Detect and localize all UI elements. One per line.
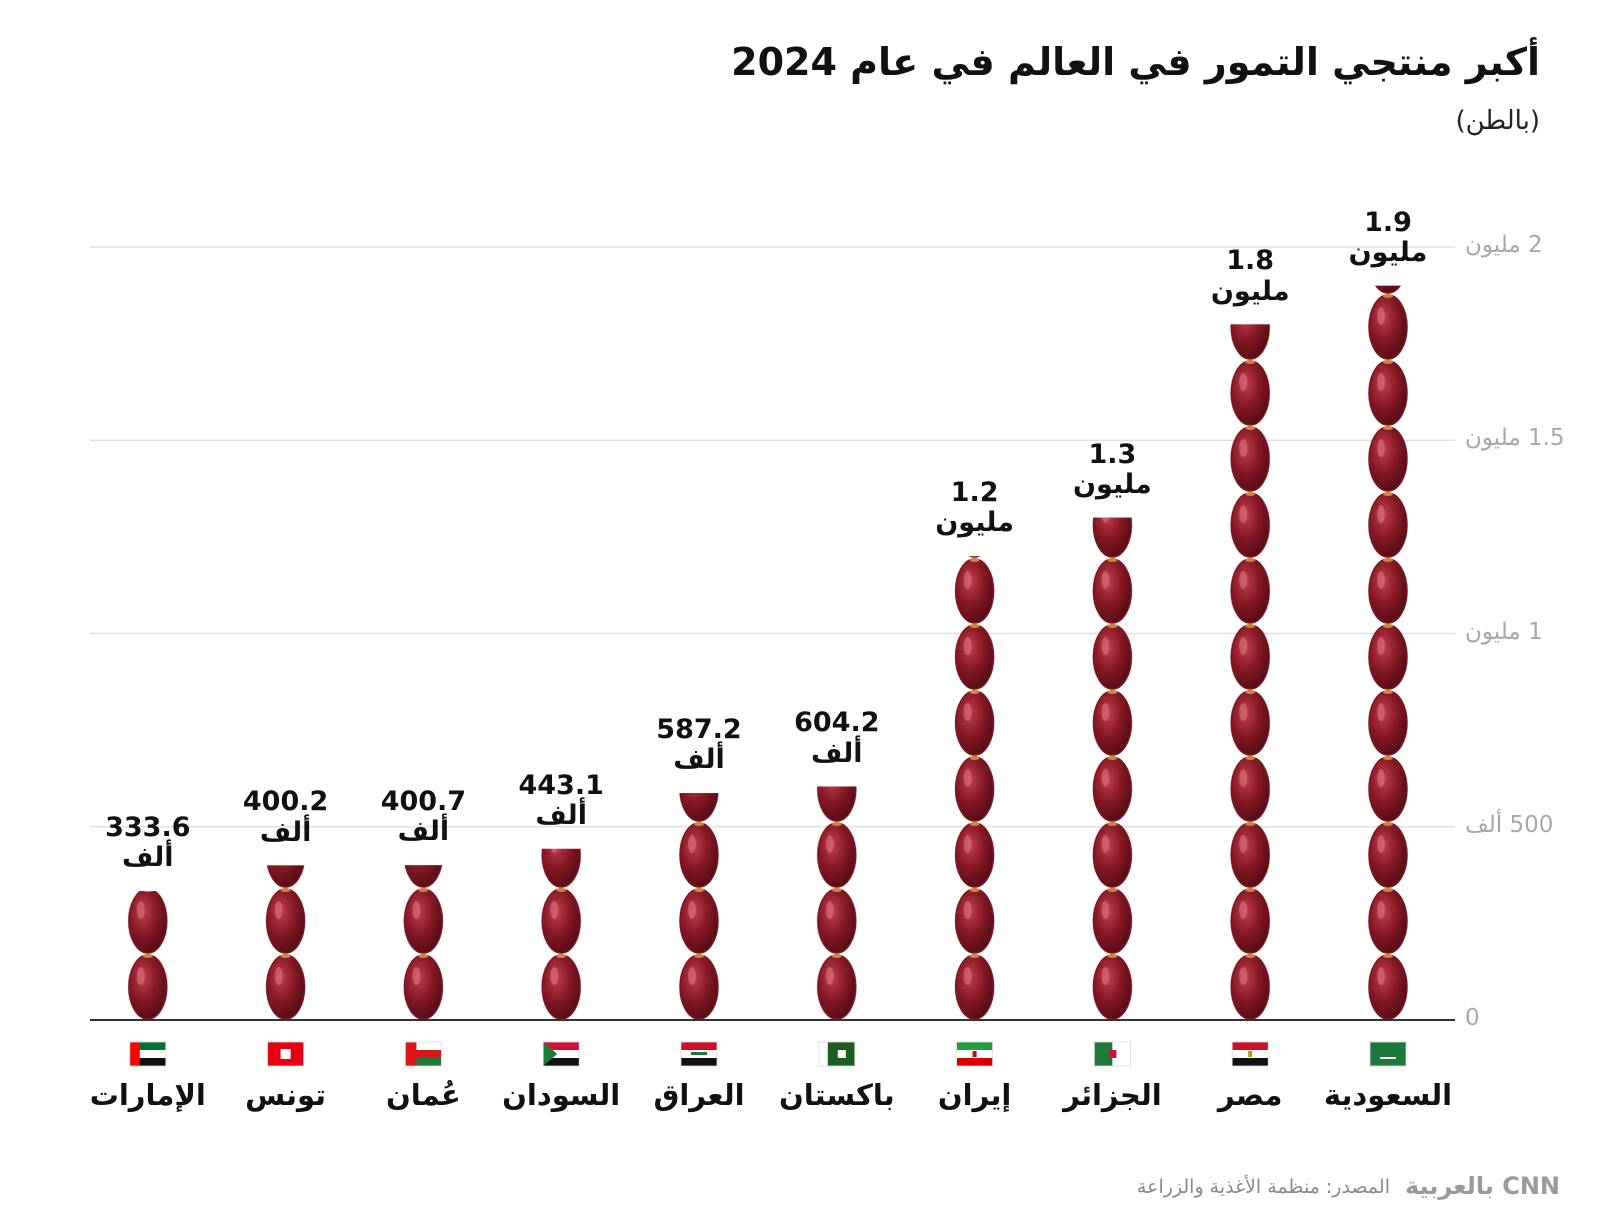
x-tick-label: العراق [653, 1078, 745, 1112]
value-label: 1.2 مليون [935, 477, 1014, 539]
bar [1366, 285, 1410, 1020]
value-label: 443.1 ألف [518, 769, 604, 831]
value-label: 400.7 ألف [380, 786, 467, 848]
x-tick-label: السودان [502, 1078, 621, 1112]
x-tick-label: باكستان [778, 1078, 895, 1112]
value-label: 587.2 ألف [656, 714, 742, 776]
bar [401, 865, 446, 1020]
flag [1369, 1041, 1407, 1067]
flag [1231, 1041, 1269, 1067]
value-label: 333.6 ألف [105, 812, 191, 874]
y-tick-label: 0 [1465, 1005, 1480, 1031]
y-tick-label: 1 مليون [1465, 618, 1543, 645]
value-label: 1.8 مليون [1210, 245, 1290, 307]
flag [818, 1041, 856, 1067]
flag [404, 1041, 442, 1067]
flag [956, 1041, 993, 1067]
bar [952, 556, 997, 1020]
bar [1228, 324, 1273, 1020]
bar [677, 793, 721, 1020]
chart-subtitle: (بالطن) [1455, 106, 1541, 136]
logo: CNN بالعربية [1404, 1172, 1560, 1200]
chart-title: أكبر منتجي التمور في العالم في عام 2024 [731, 40, 1540, 84]
y-tick-label: 1.5 مليون [1465, 425, 1565, 452]
value-label: 604.2 ألف [794, 707, 880, 769]
x-tick-label: تونس [245, 1078, 327, 1112]
x-tick-label: عُمان [385, 1078, 461, 1112]
y-tick-label: 2 مليون [1465, 232, 1543, 258]
flag [542, 1041, 580, 1067]
x-tick-label: الإمارات [89, 1078, 206, 1112]
bar [1090, 517, 1135, 1020]
y-tick-label: 500 ألف [1465, 811, 1554, 838]
x-tick-label: الجزائر [1063, 1078, 1162, 1112]
value-label: 1.3 مليون [1073, 438, 1152, 500]
bar [263, 865, 308, 1020]
x-tick-label: السعودية [1323, 1078, 1453, 1112]
source-note: المصدر: منظمة الأغذية والزراعة [1136, 1176, 1390, 1198]
x-tick-label: إيران [937, 1078, 1012, 1112]
bar [814, 786, 859, 1020]
flag [680, 1041, 718, 1067]
value-label: 400.2 ألف [242, 786, 329, 848]
flag [1094, 1041, 1131, 1067]
value-label: 1.9 مليون [1348, 206, 1428, 268]
flag [267, 1041, 305, 1067]
x-tick-label: مصر [1217, 1078, 1283, 1112]
bar [125, 891, 170, 1020]
bar [539, 848, 584, 1020]
flag [129, 1041, 167, 1067]
